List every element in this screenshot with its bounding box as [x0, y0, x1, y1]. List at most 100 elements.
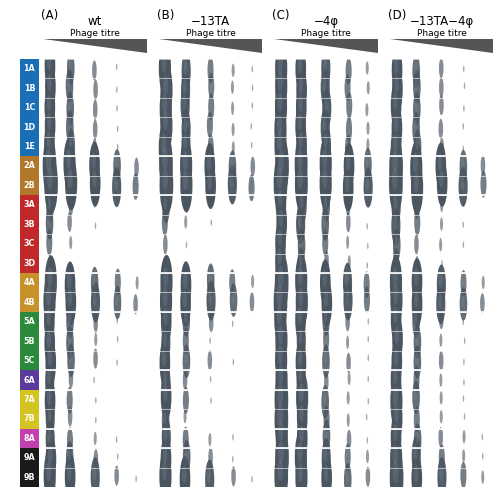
Ellipse shape — [184, 447, 188, 460]
Ellipse shape — [94, 80, 98, 100]
Ellipse shape — [67, 272, 71, 289]
Ellipse shape — [64, 261, 76, 308]
Ellipse shape — [47, 369, 51, 384]
Ellipse shape — [392, 167, 398, 190]
Ellipse shape — [44, 378, 56, 425]
Ellipse shape — [393, 215, 397, 229]
Ellipse shape — [416, 137, 418, 150]
Ellipse shape — [94, 349, 98, 369]
Ellipse shape — [68, 100, 71, 112]
Ellipse shape — [278, 383, 283, 406]
Ellipse shape — [464, 413, 466, 420]
Ellipse shape — [162, 168, 168, 190]
Ellipse shape — [391, 124, 402, 171]
Ellipse shape — [392, 338, 402, 385]
Ellipse shape — [323, 326, 329, 353]
Ellipse shape — [66, 278, 76, 326]
Ellipse shape — [90, 160, 101, 207]
Ellipse shape — [298, 349, 302, 366]
Text: 9B: 9B — [24, 473, 36, 482]
Text: 1D: 1D — [24, 123, 36, 132]
Ellipse shape — [180, 280, 191, 327]
Ellipse shape — [163, 308, 168, 325]
Ellipse shape — [136, 276, 138, 290]
Ellipse shape — [296, 204, 305, 245]
Ellipse shape — [207, 111, 213, 138]
Ellipse shape — [415, 333, 418, 345]
Ellipse shape — [47, 95, 51, 112]
Ellipse shape — [300, 193, 304, 208]
Ellipse shape — [252, 84, 254, 91]
Ellipse shape — [94, 222, 96, 229]
Ellipse shape — [322, 302, 330, 336]
Ellipse shape — [296, 358, 306, 399]
Ellipse shape — [228, 164, 237, 204]
Ellipse shape — [296, 275, 308, 328]
Ellipse shape — [162, 54, 166, 73]
Polygon shape — [274, 39, 378, 53]
Ellipse shape — [45, 102, 56, 149]
Ellipse shape — [296, 320, 306, 361]
Ellipse shape — [462, 123, 464, 130]
Text: (C): (C) — [272, 9, 289, 22]
Ellipse shape — [115, 269, 121, 296]
Ellipse shape — [46, 339, 56, 386]
Ellipse shape — [346, 353, 351, 373]
Ellipse shape — [366, 61, 368, 75]
Ellipse shape — [294, 136, 308, 193]
Ellipse shape — [322, 169, 328, 188]
Text: 6A: 6A — [24, 376, 36, 384]
Ellipse shape — [436, 284, 446, 324]
Ellipse shape — [46, 229, 52, 256]
Ellipse shape — [117, 453, 118, 460]
Ellipse shape — [366, 437, 368, 444]
Ellipse shape — [366, 450, 369, 463]
Ellipse shape — [322, 438, 331, 479]
Ellipse shape — [208, 173, 212, 190]
Ellipse shape — [366, 414, 368, 420]
Text: 3B: 3B — [24, 220, 36, 229]
Ellipse shape — [186, 242, 187, 248]
Ellipse shape — [299, 405, 304, 421]
Ellipse shape — [232, 358, 234, 365]
Ellipse shape — [394, 115, 398, 133]
Ellipse shape — [180, 138, 192, 192]
Ellipse shape — [368, 355, 369, 361]
Ellipse shape — [413, 70, 420, 104]
Ellipse shape — [160, 339, 170, 386]
Polygon shape — [44, 39, 146, 53]
Ellipse shape — [66, 149, 71, 169]
Ellipse shape — [322, 270, 326, 287]
Ellipse shape — [392, 445, 398, 464]
Ellipse shape — [183, 272, 188, 289]
Ellipse shape — [230, 283, 237, 317]
Ellipse shape — [368, 318, 369, 325]
Ellipse shape — [392, 205, 400, 246]
Ellipse shape — [91, 282, 100, 323]
Ellipse shape — [208, 73, 214, 100]
Ellipse shape — [437, 265, 446, 305]
Ellipse shape — [366, 121, 370, 135]
Ellipse shape — [298, 247, 305, 281]
Ellipse shape — [210, 202, 212, 209]
Ellipse shape — [462, 395, 464, 402]
Ellipse shape — [324, 406, 330, 433]
Ellipse shape — [160, 449, 172, 491]
Ellipse shape — [481, 470, 484, 484]
Ellipse shape — [116, 359, 118, 366]
Ellipse shape — [231, 102, 234, 115]
Ellipse shape — [412, 305, 420, 338]
Ellipse shape — [394, 76, 399, 93]
Ellipse shape — [298, 214, 302, 228]
Ellipse shape — [276, 179, 286, 226]
Ellipse shape — [206, 162, 216, 209]
Ellipse shape — [346, 57, 352, 84]
Ellipse shape — [323, 393, 326, 405]
Text: 3A: 3A — [24, 200, 36, 209]
Ellipse shape — [414, 130, 422, 164]
Ellipse shape — [392, 47, 402, 94]
Ellipse shape — [393, 367, 398, 384]
Ellipse shape — [298, 184, 306, 225]
Ellipse shape — [298, 383, 304, 403]
Ellipse shape — [274, 370, 288, 430]
